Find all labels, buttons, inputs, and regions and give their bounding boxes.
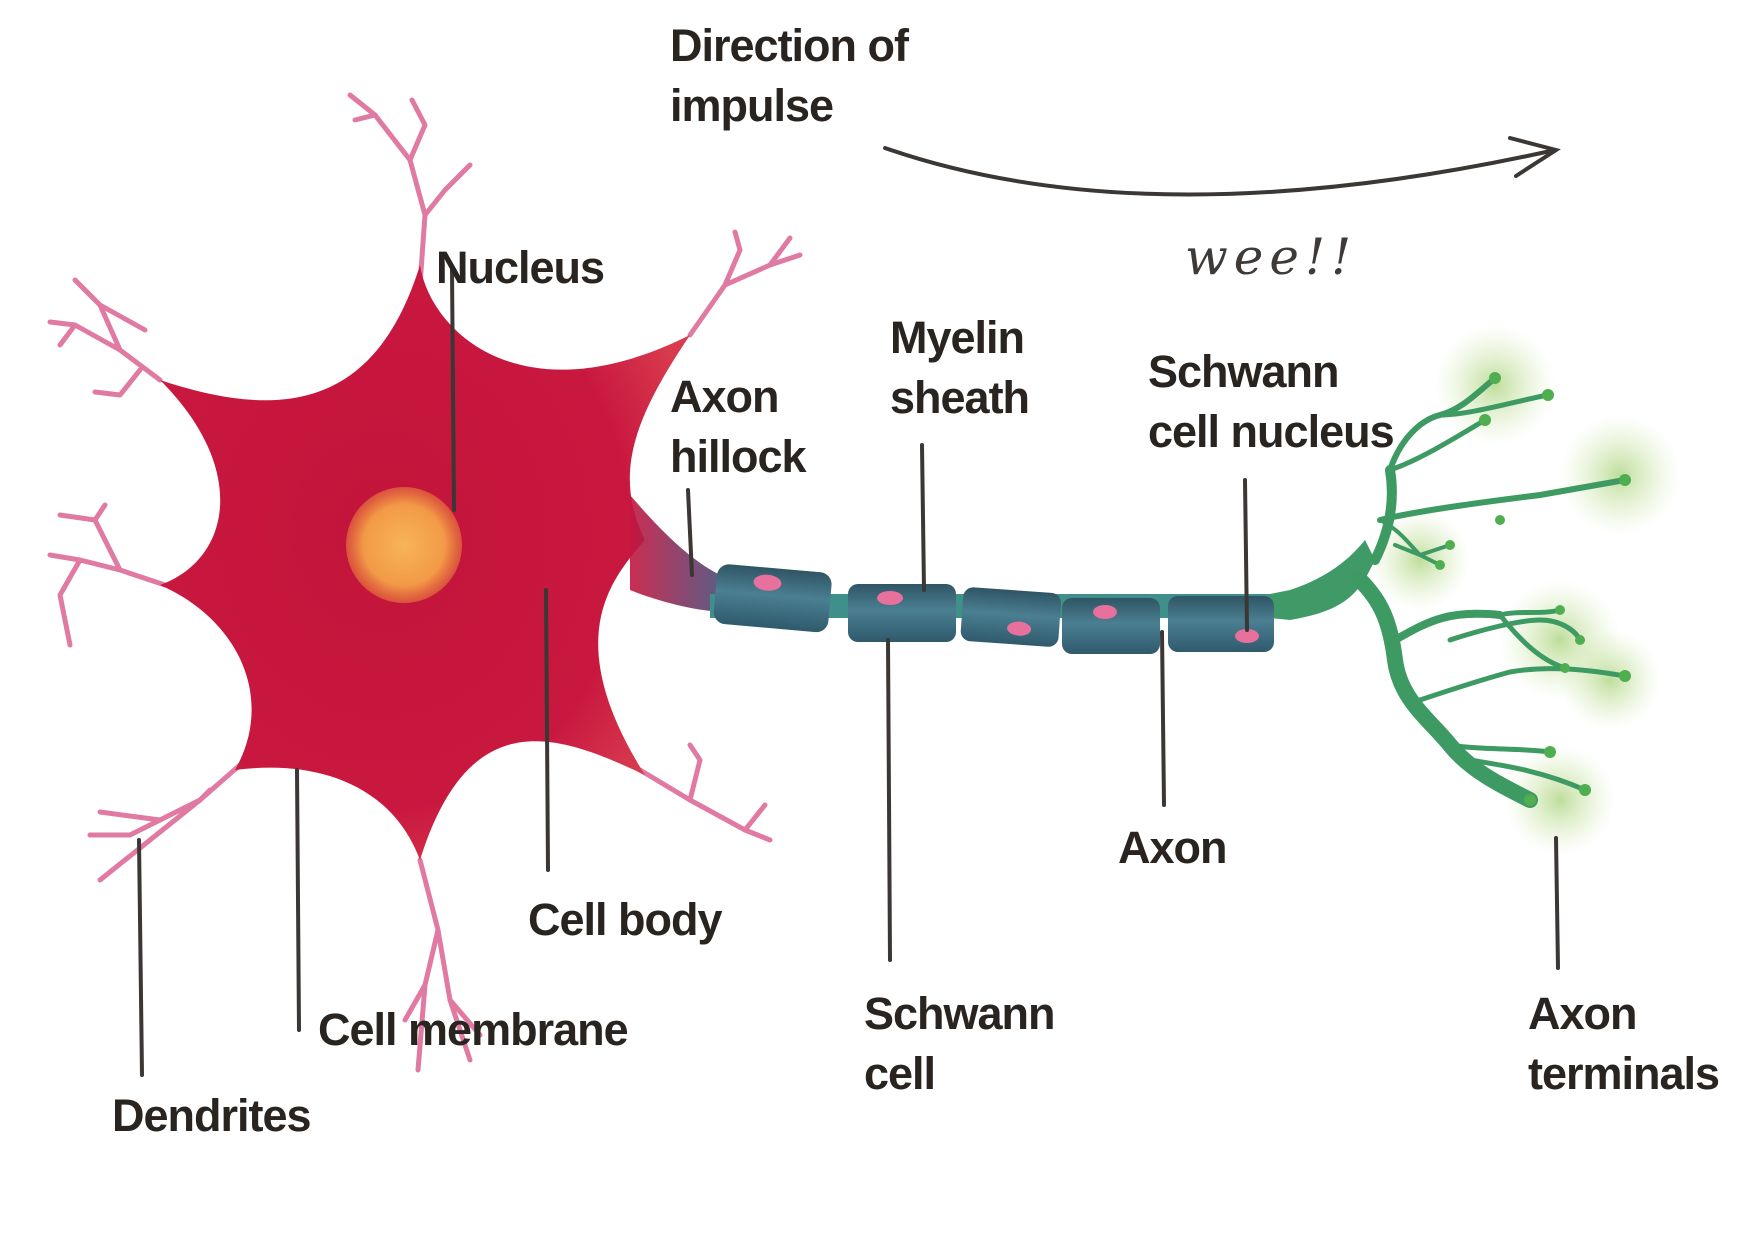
cell-membrane-label: Cell membrane [318, 1000, 629, 1060]
leader-line-schwann-cell-nucleus [1243, 478, 1249, 632]
leader-lines [137, 268, 1560, 1077]
cell-body-label-text: Cell body [528, 894, 723, 945]
schwann-cell-label-line-1: Schwann [864, 988, 1056, 1039]
direction-label-line-1: Direction of [670, 20, 909, 71]
direction-of-impulse-label: Direction of impulse [670, 16, 909, 136]
cell-membrane-label-text: Cell membrane [318, 1004, 629, 1055]
schwann-cell-nucleus-label: Schwann cell nucleus [1148, 342, 1395, 462]
myelin-sheath-label-line-1: Myelin [890, 312, 1025, 363]
schwann-cell-segment [848, 584, 956, 642]
schwann-cell-segment [1062, 598, 1160, 654]
axon-hillock [630, 495, 722, 612]
schwann-cell-nucleus [1235, 629, 1259, 643]
nucleus [346, 487, 462, 603]
axon-hillock-label: Axon hillock [670, 367, 807, 487]
schwann-cell-label-line-2: cell [864, 1048, 936, 1099]
myelin-sheath-label: Myelin sheath [890, 308, 1030, 428]
schwann-cell-nucleus-label-line-1: Schwann [1148, 346, 1340, 397]
leader-line-nucleus [450, 268, 456, 512]
myelin-sheath-label-line-2: sheath [890, 372, 1030, 423]
schwann-cell-segment [713, 564, 832, 633]
schwann-cell-segment [960, 587, 1061, 647]
impulse-arrow [883, 136, 1561, 197]
axon-hillock-label-line-2: hillock [670, 431, 807, 482]
leader-line-axon [1160, 630, 1166, 807]
leader-line-axon-hillock [686, 488, 694, 577]
leader-line-schwann-cell [886, 638, 892, 962]
wee-note: wee!! [1185, 228, 1358, 286]
nucleus-label: Nucleus [436, 238, 605, 298]
axon-terminals-label: Axon terminals [1528, 984, 1720, 1104]
axon-terminals-label-line-2: terminals [1528, 1048, 1720, 1099]
schwann-cell-nucleus [877, 591, 903, 605]
leader-line-dendrites [137, 838, 144, 1077]
schwann-cell-nucleus [753, 574, 782, 591]
schwann-cell-nucleus [1007, 621, 1032, 636]
axon-label-text: Axon [1118, 822, 1227, 873]
direction-label-line-2: impulse [670, 80, 834, 131]
axon-terminals-label-line-1: Axon [1528, 988, 1638, 1039]
schwann-cell-nucleus [1093, 605, 1117, 619]
leader-line-cell-body [544, 588, 550, 872]
dendrites [47, 92, 803, 1073]
axon-hillock-label-line-1: Axon [670, 371, 779, 422]
axon-label: Axon [1118, 818, 1227, 878]
myelin-sheath [713, 564, 1274, 654]
dendrites-label: Dendrites [112, 1086, 312, 1146]
leader-line-axon-terminals [1554, 836, 1560, 970]
axon-terminals [1352, 325, 1680, 855]
cell-body-label: Cell body [528, 890, 723, 950]
leader-line-myelin-sheath [920, 443, 926, 592]
leader-line-cell-membrane [295, 768, 301, 1032]
nucleus-label-text: Nucleus [436, 242, 605, 293]
schwann-cell-segment [1168, 596, 1274, 652]
dendrites-label-text: Dendrites [112, 1090, 312, 1141]
schwann-cell-nucleus-label-line-2: cell nucleus [1148, 406, 1395, 457]
schwann-cell-label: Schwann cell [864, 984, 1056, 1104]
